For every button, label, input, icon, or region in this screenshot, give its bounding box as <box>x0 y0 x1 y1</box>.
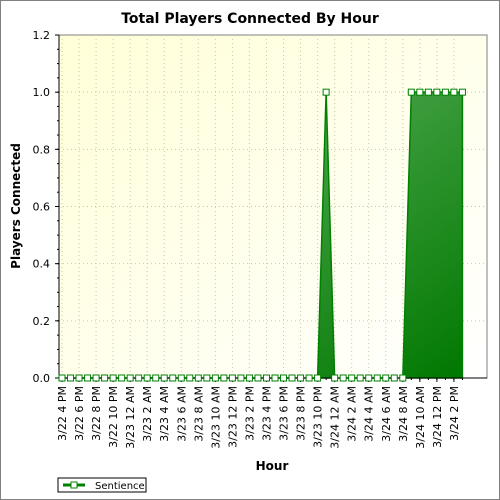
legend: Sentience <box>57 477 147 493</box>
data-point <box>424 88 432 96</box>
data-point <box>441 88 449 96</box>
data-point <box>271 374 279 382</box>
data-point <box>305 374 313 382</box>
data-point <box>186 374 194 382</box>
data-point <box>118 374 126 382</box>
x-tick-label: 3/23 2 AM <box>141 386 154 442</box>
data-point <box>245 374 253 382</box>
data-point <box>237 374 245 382</box>
x-tick-label: 3/24 2 AM <box>346 386 359 442</box>
data-point <box>288 374 296 382</box>
legend-label: Sentience <box>95 481 145 492</box>
data-point <box>177 374 185 382</box>
x-tick-label: 3/23 4 PM <box>260 386 273 441</box>
chart-title: Total Players Connected By Hour <box>121 11 379 27</box>
x-tick-label: 3/22 8 PM <box>90 386 103 441</box>
data-point <box>433 88 441 96</box>
series-points <box>58 88 466 382</box>
legend-box <box>57 477 147 493</box>
x-tick-label: 3/23 12 AM <box>124 386 137 449</box>
data-point <box>228 374 236 382</box>
x-tick-label: 3/23 6 AM <box>175 386 188 442</box>
x-tick-label: 3/24 6 AM <box>380 386 393 442</box>
data-point <box>75 374 83 382</box>
data-point <box>314 374 322 382</box>
data-point <box>322 88 330 96</box>
data-point <box>339 374 347 382</box>
data-point <box>101 374 109 382</box>
y-tick-label: 0.6 <box>33 201 51 214</box>
data-point <box>399 374 407 382</box>
data-point <box>143 374 151 382</box>
y-tick-label: 0.0 <box>33 372 51 385</box>
y-tick-label: 0.8 <box>33 143 51 156</box>
x-tick-label: 3/24 8 AM <box>397 386 410 442</box>
x-tick-label: 3/22 10 PM <box>107 386 120 448</box>
data-point <box>458 88 466 96</box>
x-tick-label: 3/23 8 AM <box>192 386 205 442</box>
data-point <box>135 374 143 382</box>
data-point <box>169 374 177 382</box>
data-point <box>348 374 356 382</box>
y-axis: 0.0 0.2 0.4 0.6 0.8 1.0 1.2 <box>33 29 60 385</box>
x-tick-label: 3/24 4 AM <box>363 386 376 442</box>
legend-swatch-marker <box>70 481 78 489</box>
x-tick-label: 3/23 2 PM <box>243 386 256 441</box>
data-point <box>84 374 92 382</box>
data-point <box>297 374 305 382</box>
data-point <box>203 374 211 382</box>
data-point <box>92 374 100 382</box>
data-point <box>67 374 75 382</box>
data-point <box>382 374 390 382</box>
data-point <box>450 88 458 96</box>
data-point <box>152 374 160 382</box>
x-axis-title: Hour <box>256 459 289 473</box>
data-point <box>220 374 228 382</box>
data-point <box>109 374 117 382</box>
x-tick-label: 3/23 8 PM <box>295 386 308 441</box>
y-tick-label: 0.4 <box>33 258 51 271</box>
y-tick-label: 1.2 <box>33 29 51 42</box>
x-tick-label: 3/23 10 PM <box>312 386 325 448</box>
x-axis: 3/22 4 PM 3/22 6 PM 3/22 8 PM 3/22 10 PM 3/2… <box>56 377 487 449</box>
x-tick-label: 3/22 6 PM <box>73 386 86 441</box>
x-tick-label: 3/24 10 AM <box>414 386 427 449</box>
y-tick-label: 0.2 <box>33 315 51 328</box>
data-point <box>373 374 381 382</box>
data-point <box>194 374 202 382</box>
data-point <box>126 374 134 382</box>
y-tick-label: 1.0 <box>33 86 51 99</box>
x-tick-label: 3/24 2 PM <box>448 386 461 441</box>
data-point <box>262 374 270 382</box>
data-point <box>280 374 288 382</box>
data-point <box>407 88 415 96</box>
x-tick-label: 3/22 4 PM <box>56 386 69 441</box>
data-point <box>58 374 66 382</box>
data-point <box>416 88 424 96</box>
data-point <box>390 374 398 382</box>
data-point <box>160 374 168 382</box>
x-tick-label: 3/24 12 PM <box>431 386 444 448</box>
data-point <box>254 374 262 382</box>
x-tick-label: 3/24 12 AM <box>329 386 342 449</box>
x-tick-label: 3/23 4 AM <box>158 386 171 442</box>
x-tick-label: 3/23 10 AM <box>209 386 222 449</box>
data-point <box>365 374 373 382</box>
data-point <box>331 374 339 382</box>
y-axis-title: Players Connected <box>9 143 23 269</box>
x-tick-label: 3/23 12 PM <box>226 386 239 448</box>
x-tick-label: 3/23 6 PM <box>278 386 291 441</box>
data-point <box>211 374 219 382</box>
data-point <box>356 374 364 382</box>
